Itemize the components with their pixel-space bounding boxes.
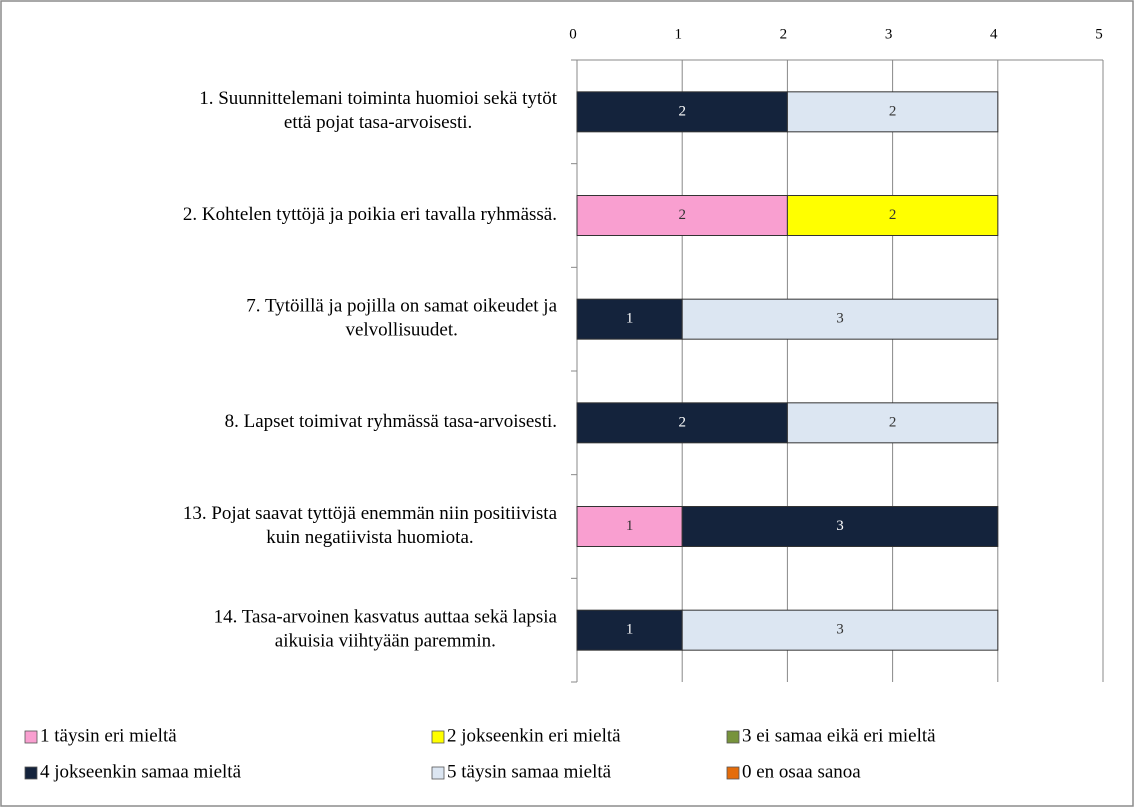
data-label: 2	[678, 103, 686, 119]
category-label: 1. Suunnittelemani toiminta huomioi sekä…	[199, 88, 558, 133]
legend-swatch	[726, 730, 740, 744]
legend-label: 4 jokseenkin samaa mieltä	[40, 761, 242, 782]
x-tick-label: 1	[674, 26, 682, 42]
data-label: 2	[889, 103, 897, 119]
data-label: 3	[836, 311, 844, 327]
category-label-line: kuin negatiivista huomiota.	[266, 527, 473, 548]
bar-segment	[576, 609, 683, 651]
category-label-line: 1. Suunnittelemani toiminta huomioi sekä…	[199, 88, 558, 109]
bar-segment	[681, 609, 999, 651]
x-tick-label: 5	[1095, 26, 1103, 42]
x-tick-label: 4	[990, 26, 998, 42]
category-label-line: 2. Kohtelen tyttöjä ja poikia eri tavall…	[183, 204, 557, 225]
bar-segment	[786, 91, 999, 133]
data-label: 2	[889, 414, 897, 430]
legend-label: 2 jokseenkin eri mieltä	[447, 725, 621, 746]
legend-label: 3 ei samaa eikä eri mieltä	[742, 725, 936, 746]
data-label: 3	[836, 622, 844, 638]
data-label: 1	[626, 622, 634, 638]
category-label-line: 14. Tasa-arvoinen kasvatus auttaa sekä l…	[214, 607, 558, 628]
bar-segment	[786, 402, 999, 444]
data-label: 2	[678, 414, 686, 430]
data-label: 1	[626, 518, 634, 534]
category-label: 8. Lapset toimivat ryhmässä tasa-arvoise…	[225, 411, 557, 432]
category-label: 7. Tytöillä ja pojilla on samat oikeudet…	[246, 296, 557, 341]
category-label: 2. Kohtelen tyttöjä ja poikia eri tavall…	[183, 204, 557, 225]
category-label-line: aikuisia viihtyään paremmin.	[275, 631, 496, 652]
data-label: 3	[836, 518, 844, 534]
category-label-line: 13. Pojat saavat tyttöjä enemmän niin po…	[183, 503, 558, 524]
bar-segment	[576, 402, 788, 444]
category-label-line: 7. Tytöillä ja pojilla on samat oikeudet…	[246, 296, 557, 317]
bar-segment	[786, 195, 999, 236]
bar-segment	[576, 91, 788, 133]
bar-segment	[681, 506, 999, 547]
legend-label: 0 en osaa sanoa	[742, 761, 861, 782]
bar-segment	[576, 298, 683, 340]
category-label-line: velvollisuudet.	[345, 320, 457, 341]
data-label: 2	[889, 207, 897, 223]
category-label-line: että pojat tasa-arvoisesti.	[284, 112, 472, 133]
x-tick-label: 0	[569, 26, 577, 42]
legend-label: 5 täysin samaa mieltä	[447, 761, 612, 782]
category-label: 14. Tasa-arvoinen kasvatus auttaa sekä l…	[214, 607, 558, 652]
data-label: 1	[626, 311, 634, 327]
legend-swatch	[24, 766, 38, 780]
legend-label: 1 täysin eri mieltä	[40, 725, 177, 746]
legend-swatch	[431, 730, 445, 744]
legend-swatch	[431, 766, 445, 780]
bar-segment	[576, 195, 788, 236]
category-label: 13. Pojat saavat tyttöjä enemmän niin po…	[183, 503, 558, 548]
category-label-line: 8. Lapset toimivat ryhmässä tasa-arvoise…	[225, 411, 557, 432]
legend-swatch	[24, 730, 38, 744]
bar-segment	[681, 298, 999, 340]
x-tick-label: 2	[780, 26, 788, 42]
bar-segment	[576, 506, 683, 547]
x-tick-label: 3	[885, 26, 893, 42]
legend-swatch	[726, 766, 740, 780]
data-label: 2	[678, 207, 686, 223]
